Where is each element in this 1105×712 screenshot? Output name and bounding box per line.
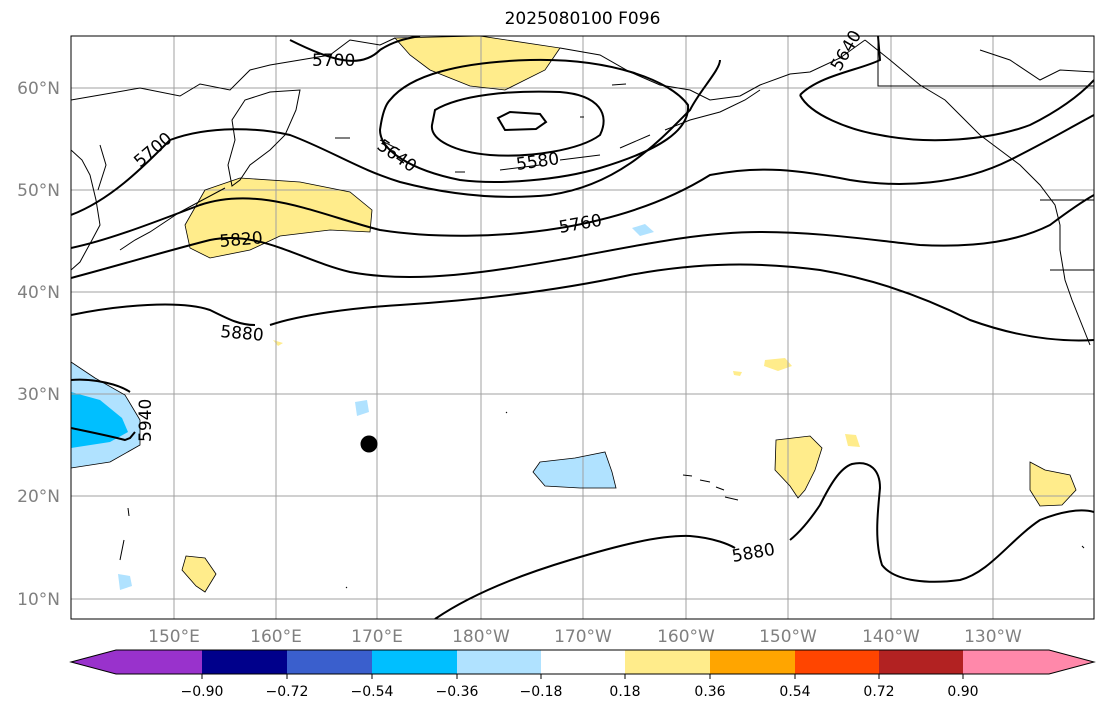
graticule bbox=[71, 36, 1094, 619]
colorbar-segment bbox=[879, 650, 963, 674]
contour-label: 5760 bbox=[557, 211, 603, 238]
colorbar-segment bbox=[625, 650, 710, 674]
negative-anomaly-region bbox=[533, 452, 616, 488]
aleutian-islands bbox=[335, 89, 761, 173]
colorbar-extend-low bbox=[71, 650, 116, 674]
map-frame bbox=[70, 35, 1095, 620]
latitude-axis: 10°N 20°N 30°N 40°N 50°N 60°N bbox=[17, 79, 60, 610]
colorbar-tick-label: 0.18 bbox=[609, 684, 640, 700]
border-canada-us bbox=[1040, 199, 1094, 271]
positive-anomaly-region bbox=[764, 358, 792, 371]
colorbar-segment bbox=[963, 650, 1049, 674]
colorbar-tick-label: 0.54 bbox=[779, 684, 810, 700]
contour-5640 bbox=[799, 36, 882, 96]
lat-label: 50°N bbox=[17, 181, 60, 201]
border-canada-us bbox=[877, 36, 1094, 87]
positive-anomaly-region bbox=[182, 556, 216, 592]
colorbar-tick-label: 0.72 bbox=[863, 684, 894, 700]
contour-label: 5820 bbox=[219, 228, 264, 252]
lat-label: 40°N bbox=[17, 283, 60, 303]
negative-anomaly-region bbox=[355, 400, 369, 416]
colorbar-extend-high bbox=[1049, 650, 1094, 674]
negative-anomaly-region bbox=[71, 392, 128, 448]
contour-5820 bbox=[71, 194, 1094, 279]
coastlines bbox=[71, 36, 1094, 589]
contour-label: 5580 bbox=[515, 149, 561, 175]
small-islands bbox=[119, 411, 1085, 589]
bering-islands bbox=[580, 83, 627, 118]
positive-anomaly-region bbox=[845, 434, 860, 447]
colorbar-segment bbox=[372, 650, 457, 674]
contour-label: 5880 bbox=[220, 322, 265, 346]
colorbar-tick-label: −0.36 bbox=[436, 684, 479, 700]
contour-label: 5700 bbox=[312, 51, 355, 71]
contour-5640 bbox=[799, 79, 1094, 142]
lat-label: 20°N bbox=[17, 487, 60, 507]
north-america-coastline bbox=[864, 39, 1091, 346]
lon-label: 130°W bbox=[964, 627, 1022, 647]
colorbar: −0.90 −0.72 −0.54 −0.36 −0.18 0.18 0.36 … bbox=[69, 649, 1096, 700]
colorbar-segment bbox=[116, 650, 202, 674]
shaded-anomaly-regions bbox=[71, 36, 1076, 592]
colorbar-tick-label: −0.18 bbox=[520, 684, 563, 700]
contour-5880 bbox=[71, 263, 1094, 342]
colorbar-segment bbox=[710, 650, 795, 674]
colorbar-segment bbox=[795, 650, 879, 674]
hawaii-islands bbox=[682, 474, 739, 501]
contour-5700 bbox=[289, 36, 421, 62]
negative-anomaly-region bbox=[118, 574, 132, 590]
colorbar-tick-label: 0.90 bbox=[947, 684, 978, 700]
colorbar-tick-label: −0.54 bbox=[351, 684, 394, 700]
lat-label: 60°N bbox=[17, 79, 60, 99]
contour-5880 bbox=[434, 462, 1094, 619]
negative-anomaly-region bbox=[632, 224, 654, 236]
colorbar-segment bbox=[287, 650, 372, 674]
lon-label: 170°E bbox=[351, 627, 403, 647]
contour-5640 bbox=[378, 58, 690, 183]
lon-label: 150°E bbox=[148, 627, 200, 647]
height-contours bbox=[71, 36, 1094, 619]
alaska-coastline bbox=[559, 39, 866, 101]
lon-label: 170°W bbox=[554, 627, 612, 647]
colorbar-segment bbox=[457, 650, 541, 674]
positive-anomaly-region bbox=[775, 436, 822, 498]
asia-coastline bbox=[71, 37, 396, 101]
colorbar-segment bbox=[541, 650, 625, 674]
kamchatka-coastline bbox=[227, 89, 301, 187]
contour-5940 bbox=[71, 427, 136, 442]
contour-label: 5700 bbox=[130, 129, 176, 172]
colorbar-tick-label: 0.36 bbox=[694, 684, 725, 700]
lat-label: 10°N bbox=[17, 590, 60, 610]
japan-coastline bbox=[97, 144, 107, 191]
lon-label: 160°E bbox=[250, 627, 302, 647]
contour-label: 5940 bbox=[136, 399, 156, 442]
lon-label: 180°W bbox=[452, 627, 510, 647]
lon-label: 150°W bbox=[759, 627, 817, 647]
map-title: 2025080100 F096 bbox=[504, 9, 661, 29]
anomaly-outlines bbox=[71, 36, 1077, 593]
lon-label: 160°W bbox=[657, 627, 715, 647]
colorbar-segment bbox=[202, 650, 287, 674]
contour-5760 bbox=[71, 114, 1094, 249]
lon-label: 140°W bbox=[862, 627, 920, 647]
colorbar-outline bbox=[69, 649, 1096, 675]
positive-anomaly-region bbox=[733, 371, 742, 376]
storm-position-dot bbox=[360, 435, 378, 453]
kuril-islands bbox=[119, 187, 226, 251]
longitude-axis: 150°E 160°E 170°E 180°W 170°W 160°W 150°… bbox=[148, 627, 1022, 647]
positive-anomaly-region bbox=[1030, 462, 1076, 506]
contour-label: 5880 bbox=[730, 540, 776, 567]
japan-coastline bbox=[71, 149, 101, 271]
colorbar-tick-label: −0.72 bbox=[266, 684, 309, 700]
contour-5580 bbox=[496, 110, 548, 132]
colorbar-tick-label: −0.90 bbox=[181, 684, 224, 700]
positive-anomaly-region bbox=[273, 340, 283, 346]
lat-label: 30°N bbox=[17, 385, 60, 405]
contour-5700 bbox=[71, 59, 721, 216]
contour-5940 bbox=[71, 378, 131, 393]
contour-label: 5640 bbox=[373, 136, 420, 177]
contour-5620 bbox=[430, 90, 605, 157]
alaska-interior-river bbox=[979, 49, 1094, 81]
